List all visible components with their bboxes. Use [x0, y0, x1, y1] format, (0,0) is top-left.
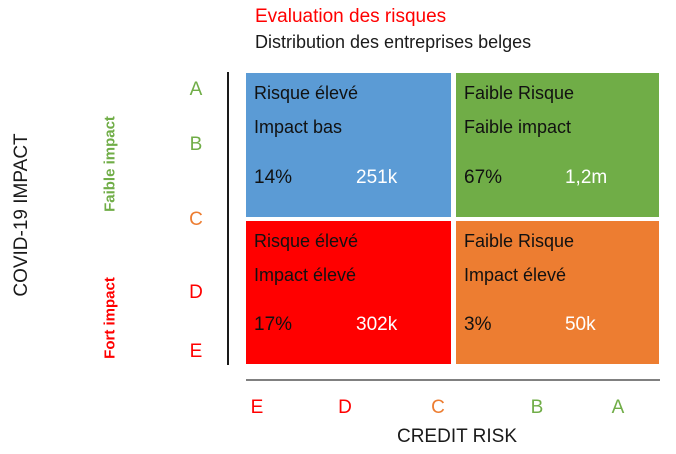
x-tick-a: A [611, 397, 625, 418]
quadrant-low-risk-low-impact: Faible Risque Faible impact 67% 1,2m [456, 73, 659, 217]
quadrant-high-risk-low-impact: Risque élevé Impact bas 14% 251k [246, 73, 451, 217]
x-tick-c: C [431, 397, 445, 418]
quadrant-percent: 67% [464, 167, 503, 188]
y-axis-group-fort-impact: Fort impact [101, 277, 119, 359]
quadrant-percent: 14% [254, 167, 293, 188]
quadrant-risk-label: Faible Risque [464, 231, 575, 251]
y-axis-title: COVID-19 IMPACT [11, 133, 32, 297]
quadrant-impact-label: Faible impact [464, 117, 572, 137]
quadrant-impact-label: Impact élevé [464, 265, 567, 285]
x-axis-line [246, 379, 660, 381]
y-axis-group-faible-impact: Faible impact [101, 116, 119, 212]
y-tick-d: D [189, 282, 203, 303]
quadrant-values: 17% 302k [254, 314, 443, 336]
chart-subtitle: Distribution des entreprises belges [255, 32, 532, 52]
y-tick-e: E [189, 341, 203, 362]
quadrant-values: 67% 1,2m [464, 167, 651, 189]
chart-title: Evaluation des risques [255, 6, 447, 27]
quadrant-count: 302k [356, 314, 398, 335]
quadrant-values: 14% 251k [254, 167, 443, 189]
y-tick-b: B [189, 134, 203, 155]
x-tick-b: B [530, 397, 544, 418]
quadrant-count: 1,2m [564, 167, 608, 188]
quadrant-risk-label: Faible Risque [464, 83, 575, 103]
quadrant-values: 3% 50k [464, 314, 651, 336]
quadrant-low-risk-high-impact: Faible Risque Impact élevé 3% 50k [456, 221, 659, 364]
quadrant-risk-label: Risque élevé [254, 83, 359, 103]
x-tick-d: D [338, 397, 352, 418]
y-tick-c: C [189, 209, 203, 230]
quadrant-risk-label: Risque élevé [254, 231, 359, 251]
quadrant-percent: 17% [254, 314, 293, 335]
quadrant-impact-label: Impact élevé [254, 265, 357, 285]
x-tick-e: E [250, 397, 264, 418]
quadrant-percent: 3% [464, 314, 492, 335]
y-tick-a: A [189, 79, 203, 100]
quadrant-count: 251k [356, 167, 398, 188]
quadrant-count: 50k [564, 314, 596, 335]
y-axis-line [227, 72, 229, 365]
quadrant-high-risk-high-impact: Risque élevé Impact élevé 17% 302k [246, 221, 451, 364]
x-axis-title: CREDIT RISK [396, 426, 518, 447]
quadrant-impact-label: Impact bas [254, 117, 343, 137]
